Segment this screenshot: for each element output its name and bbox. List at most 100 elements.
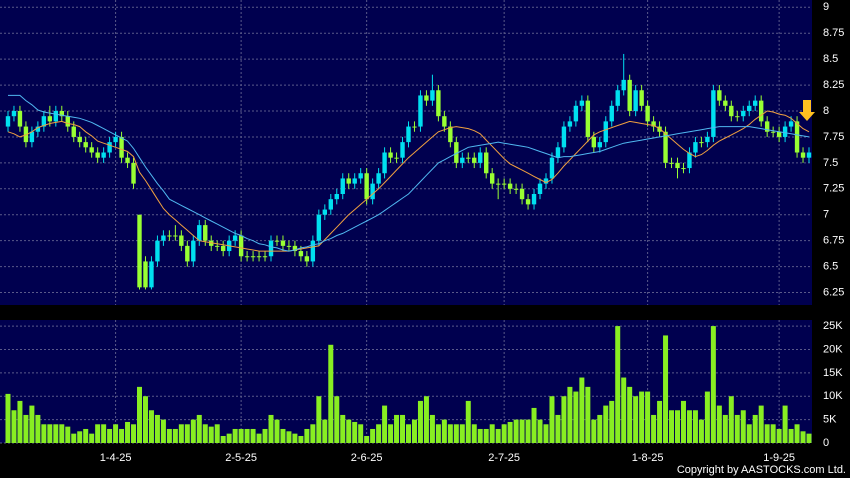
y-tick-label: 7.5 [823,157,838,169]
volume-bar [579,377,585,443]
y-tick-label: 7.75 [823,131,844,143]
volume-bar [47,424,53,443]
candle-body [47,116,53,122]
x-tick-label: 1-4-25 [100,452,132,464]
candle-body [286,245,292,247]
candle-body [5,116,11,127]
volume-bar [770,424,776,443]
candle-body [340,178,345,194]
candle-body [693,142,698,153]
candle-body [603,121,608,143]
moving-average-line [8,94,810,252]
candle-body [460,157,465,163]
volume-bar [53,424,59,443]
y-tick-label: 8.75 [823,27,844,39]
volume-bar [752,414,758,443]
candle-body [669,162,674,164]
volume-bar [376,424,382,443]
candle-body [370,183,375,200]
volume-bar [710,326,716,443]
candle-body [197,225,202,241]
volume-bar [83,428,89,443]
volume-bar [298,435,304,443]
candle-body [71,126,76,137]
volume-bar [633,396,639,443]
y-tick-label: 15K [823,367,843,379]
volume-bar [615,326,621,443]
y-tick-label: 8.25 [823,79,844,91]
volume-bar [406,424,411,443]
candle-body [334,193,339,200]
volume-bar [322,419,328,443]
candle-body [741,111,746,117]
candle-body [35,126,41,132]
candle-body [244,256,250,258]
y-tick-label: 6.75 [823,235,844,247]
candle-body [609,105,614,122]
candle-body [412,126,417,128]
volume-bar [400,414,406,443]
volume-bar [77,431,83,443]
candle-body [203,225,208,241]
candle-body [274,240,280,242]
candle-body [101,152,106,158]
volume-bar [334,396,340,443]
volume-bar [89,433,95,443]
volume-bar [794,424,800,443]
volume-bar [214,424,220,443]
y-tick-label: 7.25 [823,183,844,195]
candle-body [663,131,668,163]
candle-body [729,105,734,117]
candle-body [507,183,513,189]
volume-bar [645,391,651,443]
candle-body [220,245,226,252]
volume-bar [119,428,125,443]
volume-bar [627,386,633,443]
candle-body [400,142,405,158]
candle-body [191,240,196,262]
volume-bar [459,424,465,443]
volume-bar [196,414,202,443]
candle-body [17,111,23,127]
candle-body [466,157,471,159]
candle-body [501,183,507,185]
candle-body [484,152,489,174]
volume-bar [519,419,525,443]
volume-bar [609,400,615,443]
candle-body [764,121,770,132]
candle-body [711,90,716,137]
volume-bar [543,424,549,443]
candle-body [615,90,620,106]
candle-body [155,240,160,262]
candle-body [77,136,82,143]
volume-bar [125,421,131,443]
volume-bar [704,391,710,443]
volume-bar [280,428,286,443]
candle-body [11,111,17,117]
candle-body [454,142,459,163]
volume-bar [531,407,537,443]
volume-bar [716,405,722,443]
candle-body [758,100,764,122]
candle-body [131,162,136,184]
candle-body [95,152,100,158]
candle-body [549,157,555,179]
volume-bar [71,433,77,443]
volume-bar [782,405,788,443]
y-tick-label: 5K [823,414,837,426]
volume-bar [328,344,334,443]
volume-bar [692,410,698,443]
candle-body [782,126,788,137]
candle-body [567,121,573,127]
volume-bar [423,396,429,443]
candle-body [394,157,399,159]
volume-bar [740,410,746,443]
volume-bar [244,428,250,443]
candle-body [388,152,393,158]
candle-body [352,178,357,184]
candle-body [280,240,286,246]
y-tick-label: 6.25 [823,286,844,298]
candle-body [489,173,495,184]
candle-body [645,105,650,122]
